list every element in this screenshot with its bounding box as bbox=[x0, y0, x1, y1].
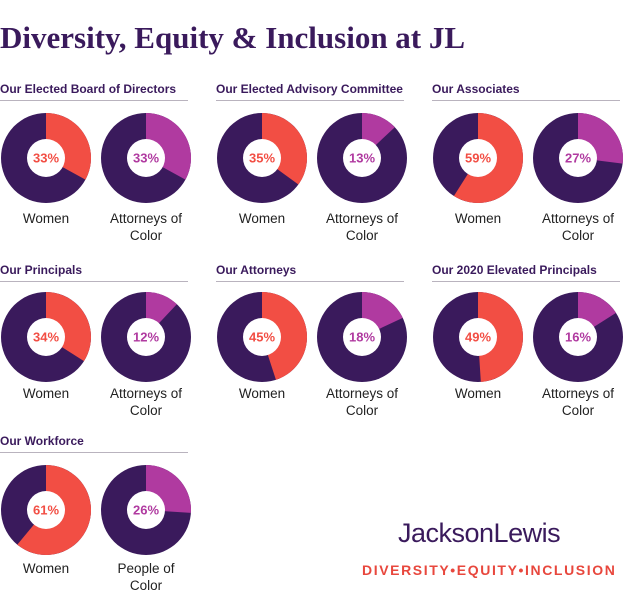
percent-label: 33% bbox=[33, 151, 59, 166]
chart-panel: Our Elected Board of Directors 33% Women 33… bbox=[0, 82, 200, 252]
slice-caption: Attorneys of Color bbox=[325, 211, 399, 243]
donut-hole bbox=[243, 139, 281, 177]
page-title: Diversity, Equity & Inclusion at JL bbox=[0, 20, 466, 55]
donut-hole bbox=[27, 318, 65, 356]
panel-title: Our Principals bbox=[0, 263, 188, 282]
donut-svg: 26% bbox=[101, 465, 191, 555]
slice-caption: Women bbox=[22, 211, 70, 226]
donut-svg: 35% bbox=[217, 113, 308, 203]
percent-label: 12% bbox=[133, 330, 159, 345]
donut-hole bbox=[343, 318, 381, 356]
percent-label: 35% bbox=[249, 151, 275, 166]
percent-label: 59% bbox=[465, 151, 491, 166]
donut-chart-women: 35% bbox=[216, 112, 308, 204]
percent-label: 61% bbox=[33, 503, 59, 518]
percent-label: 16% bbox=[565, 330, 591, 345]
donut-chart-color: 18% bbox=[316, 291, 408, 383]
donut-chart-women: 61% bbox=[0, 464, 92, 556]
brand-tagline: DIVERSITY•EQUITY•INCLUSION bbox=[362, 562, 617, 578]
slice-caption: Women bbox=[22, 386, 70, 401]
chart-panel: Our 2020 Elevated Principals 49% Women 16% A… bbox=[432, 263, 630, 433]
percent-label: 27% bbox=[565, 151, 591, 166]
donut-hole bbox=[27, 139, 65, 177]
donut-chart-women: 45% bbox=[216, 291, 308, 383]
donut-hole bbox=[127, 491, 165, 529]
donut-chart-color: 27% bbox=[532, 112, 624, 204]
donut-svg: 59% bbox=[433, 113, 524, 203]
donut-hole bbox=[343, 139, 381, 177]
donut-hole bbox=[27, 491, 65, 529]
slice-caption: Women bbox=[238, 211, 286, 226]
chart-panel: Our Elected Advisory Committee 35% Women 13… bbox=[216, 82, 416, 252]
percent-label: 45% bbox=[249, 330, 275, 345]
donut-chart-color: 13% bbox=[316, 112, 408, 204]
brand-logo: JacksonLewis bbox=[398, 518, 561, 548]
chart-panel: Our Associates 59% Women 27% Attorneys of Co… bbox=[432, 82, 630, 252]
percent-label: 18% bbox=[349, 330, 375, 345]
donut-svg: 61% bbox=[1, 465, 92, 555]
percent-label: 13% bbox=[349, 151, 375, 166]
slice-caption: Women bbox=[238, 386, 286, 401]
donut-chart-color: 16% bbox=[532, 291, 624, 383]
percent-label: 49% bbox=[465, 330, 491, 345]
chart-panel: Our Principals 34% Women 12% Attorneys of Co… bbox=[0, 263, 200, 433]
donut-chart-color: 12% bbox=[100, 291, 192, 383]
donut-value-slice bbox=[478, 292, 523, 382]
donut-hole bbox=[243, 318, 281, 356]
donut-svg: 34% bbox=[1, 292, 91, 382]
donut-chart-color: 33% bbox=[100, 112, 192, 204]
slice-caption: Attorneys of Color bbox=[541, 211, 615, 243]
donut-svg: 18% bbox=[317, 292, 407, 382]
donut-hole bbox=[559, 318, 597, 356]
panel-title: Our 2020 Elevated Principals bbox=[432, 263, 620, 282]
panel-title: Our Associates bbox=[432, 82, 620, 101]
donut-hole bbox=[127, 318, 165, 356]
donut-hole bbox=[459, 318, 497, 356]
donut-hole bbox=[127, 139, 165, 177]
donut-svg: 33% bbox=[101, 113, 191, 203]
panel-title: Our Elected Board of Directors bbox=[0, 82, 188, 101]
slice-caption: Women bbox=[22, 561, 70, 576]
chart-panel: Our Workforce 61% Women 26% People of Color bbox=[0, 434, 200, 604]
donut-svg: 33% bbox=[1, 113, 91, 203]
panel-title: Our Elected Advisory Committee bbox=[216, 82, 404, 101]
donut-svg: 12% bbox=[101, 292, 191, 382]
percent-label: 34% bbox=[33, 330, 59, 345]
donut-svg: 27% bbox=[533, 113, 624, 203]
donut-hole bbox=[559, 139, 597, 177]
donut-value-slice bbox=[262, 113, 308, 185]
panel-title: Our Workforce bbox=[0, 434, 188, 453]
percent-label: 33% bbox=[133, 151, 159, 166]
donut-chart-women: 34% bbox=[0, 291, 92, 383]
slice-caption: People of Color bbox=[117, 561, 175, 593]
donut-svg: 45% bbox=[217, 292, 308, 382]
percent-label: 26% bbox=[133, 503, 159, 518]
slice-caption: Attorneys of Color bbox=[325, 386, 399, 418]
donut-value-slice bbox=[262, 292, 308, 380]
donut-hole bbox=[459, 139, 497, 177]
slice-caption: Women bbox=[454, 211, 502, 226]
donut-chart-women: 49% bbox=[432, 291, 524, 383]
donut-svg: 16% bbox=[533, 292, 623, 382]
donut-svg: 49% bbox=[433, 292, 523, 382]
donut-chart-color: 26% bbox=[100, 464, 192, 556]
chart-panel: Our Attorneys 45% Women 18% Attorneys of Col… bbox=[216, 263, 416, 433]
slice-caption: Attorneys of Color bbox=[541, 386, 615, 418]
slice-caption: Attorneys of Color bbox=[109, 211, 183, 243]
slice-caption: Attorneys of Color bbox=[109, 386, 183, 418]
donut-chart-women: 33% bbox=[0, 112, 92, 204]
donut-chart-women: 59% bbox=[432, 112, 524, 204]
slice-caption: Women bbox=[454, 386, 502, 401]
donut-svg: 13% bbox=[317, 113, 407, 203]
panel-title: Our Attorneys bbox=[216, 263, 404, 282]
